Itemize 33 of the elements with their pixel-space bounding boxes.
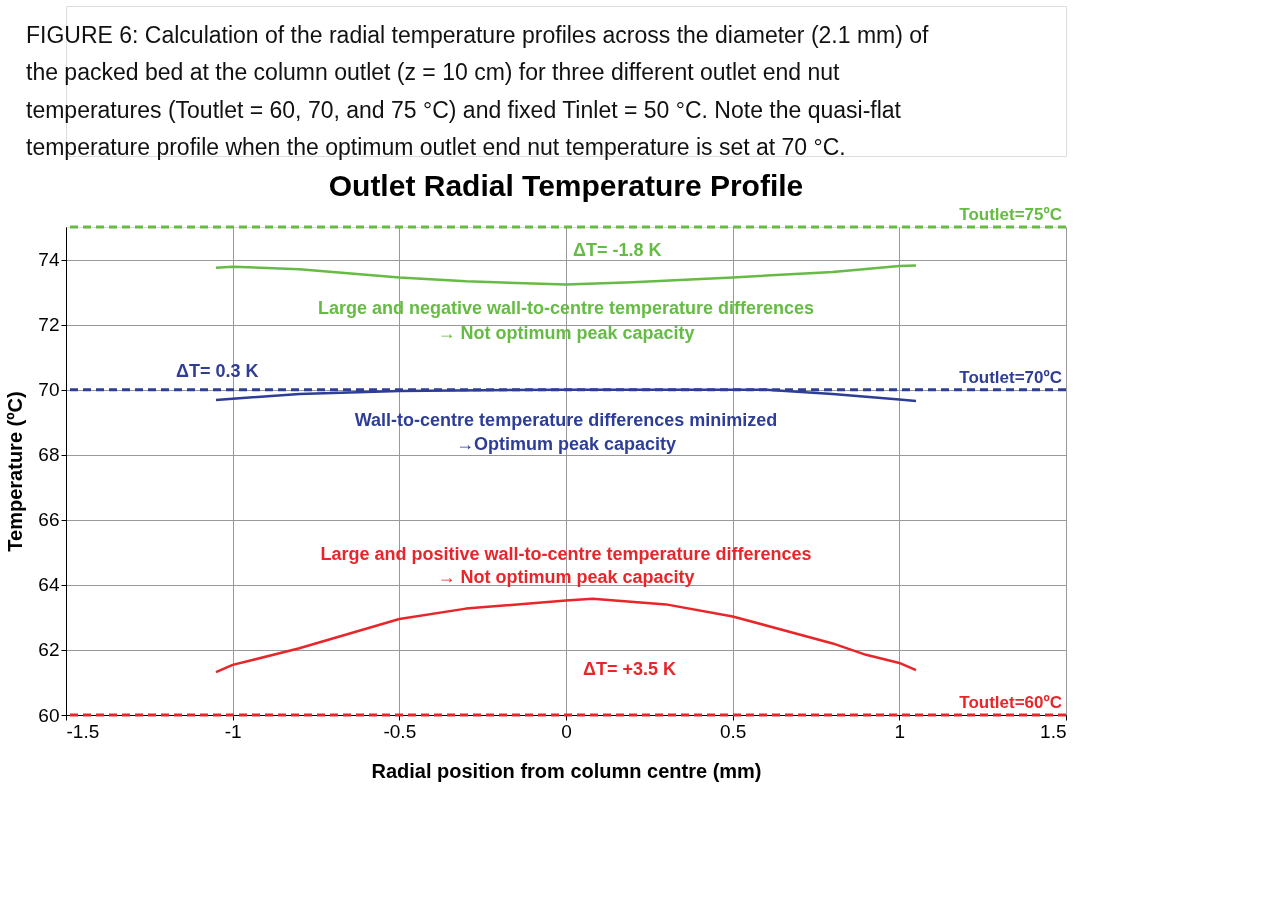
y-tick-label: 70 xyxy=(38,379,60,401)
line-series xyxy=(214,597,918,674)
ref-line-label: Toutlet=60ºC xyxy=(959,693,1062,712)
line-series xyxy=(214,264,918,286)
x-tick-label: 0 xyxy=(561,720,572,742)
annotation: ΔT= -1.8 K xyxy=(573,240,662,261)
annotation: Large and negative wall-to-centre temperature differences xyxy=(317,298,815,319)
x-tick-label: -0.5 xyxy=(383,720,417,742)
ref-line-label: Toutlet=75ºC xyxy=(959,205,1062,224)
x-tick-label: 1.5 xyxy=(1040,720,1067,742)
y-tick-label: 60 xyxy=(38,704,60,726)
annotation: → Not optimum peak capacity xyxy=(437,567,695,588)
ref-line-label: Toutlet=70ºC xyxy=(959,367,1062,387)
y-tick-label: 64 xyxy=(38,574,60,596)
caption: FIGURE 6: Calculation of the radial temperature profiles across the diameter (2.1 mm) of the packed bed at the column outlet (z = 10 cm) for three different outlet end nut temperatures (Toutlet = 60, 70, and 75 °C) and fixed Tinlet = 50 °C. Note the quasi-flat temperature profile when the optimum outlet end nut temperature is set at 70 °C. xyxy=(26,21,930,161)
x-tick-label: -1 xyxy=(224,720,242,742)
y-axis-title: Temperature (ºC) xyxy=(4,391,27,552)
annotation: Wall-to-centre temperature differences minimized xyxy=(354,409,778,430)
annotation: →Optimum peak capacity xyxy=(455,434,677,455)
chart-title: Outlet Radial Temperature Profile xyxy=(328,169,804,202)
y-tick-label: 66 xyxy=(38,509,60,531)
y-tick-label: 74 xyxy=(38,249,60,271)
y-tick-label: 62 xyxy=(38,639,60,661)
annotation: Large and positive wall-to-centre temperature differences xyxy=(320,544,812,565)
x-tick-label: 1 xyxy=(894,720,906,742)
x-axis-title: Radial position from column centre (mm) xyxy=(371,759,762,782)
y-tick-label: 72 xyxy=(38,314,60,336)
x-tick-label: 0.5 xyxy=(719,720,747,742)
annotation: ΔT= +3.5 K xyxy=(583,659,676,680)
x-tick-label: -1.5 xyxy=(66,720,100,742)
annotation: ΔT= 0.3 K xyxy=(176,360,259,381)
y-tick-label: 68 xyxy=(38,444,60,466)
annotation: → Not optimum peak capacity xyxy=(437,322,695,343)
